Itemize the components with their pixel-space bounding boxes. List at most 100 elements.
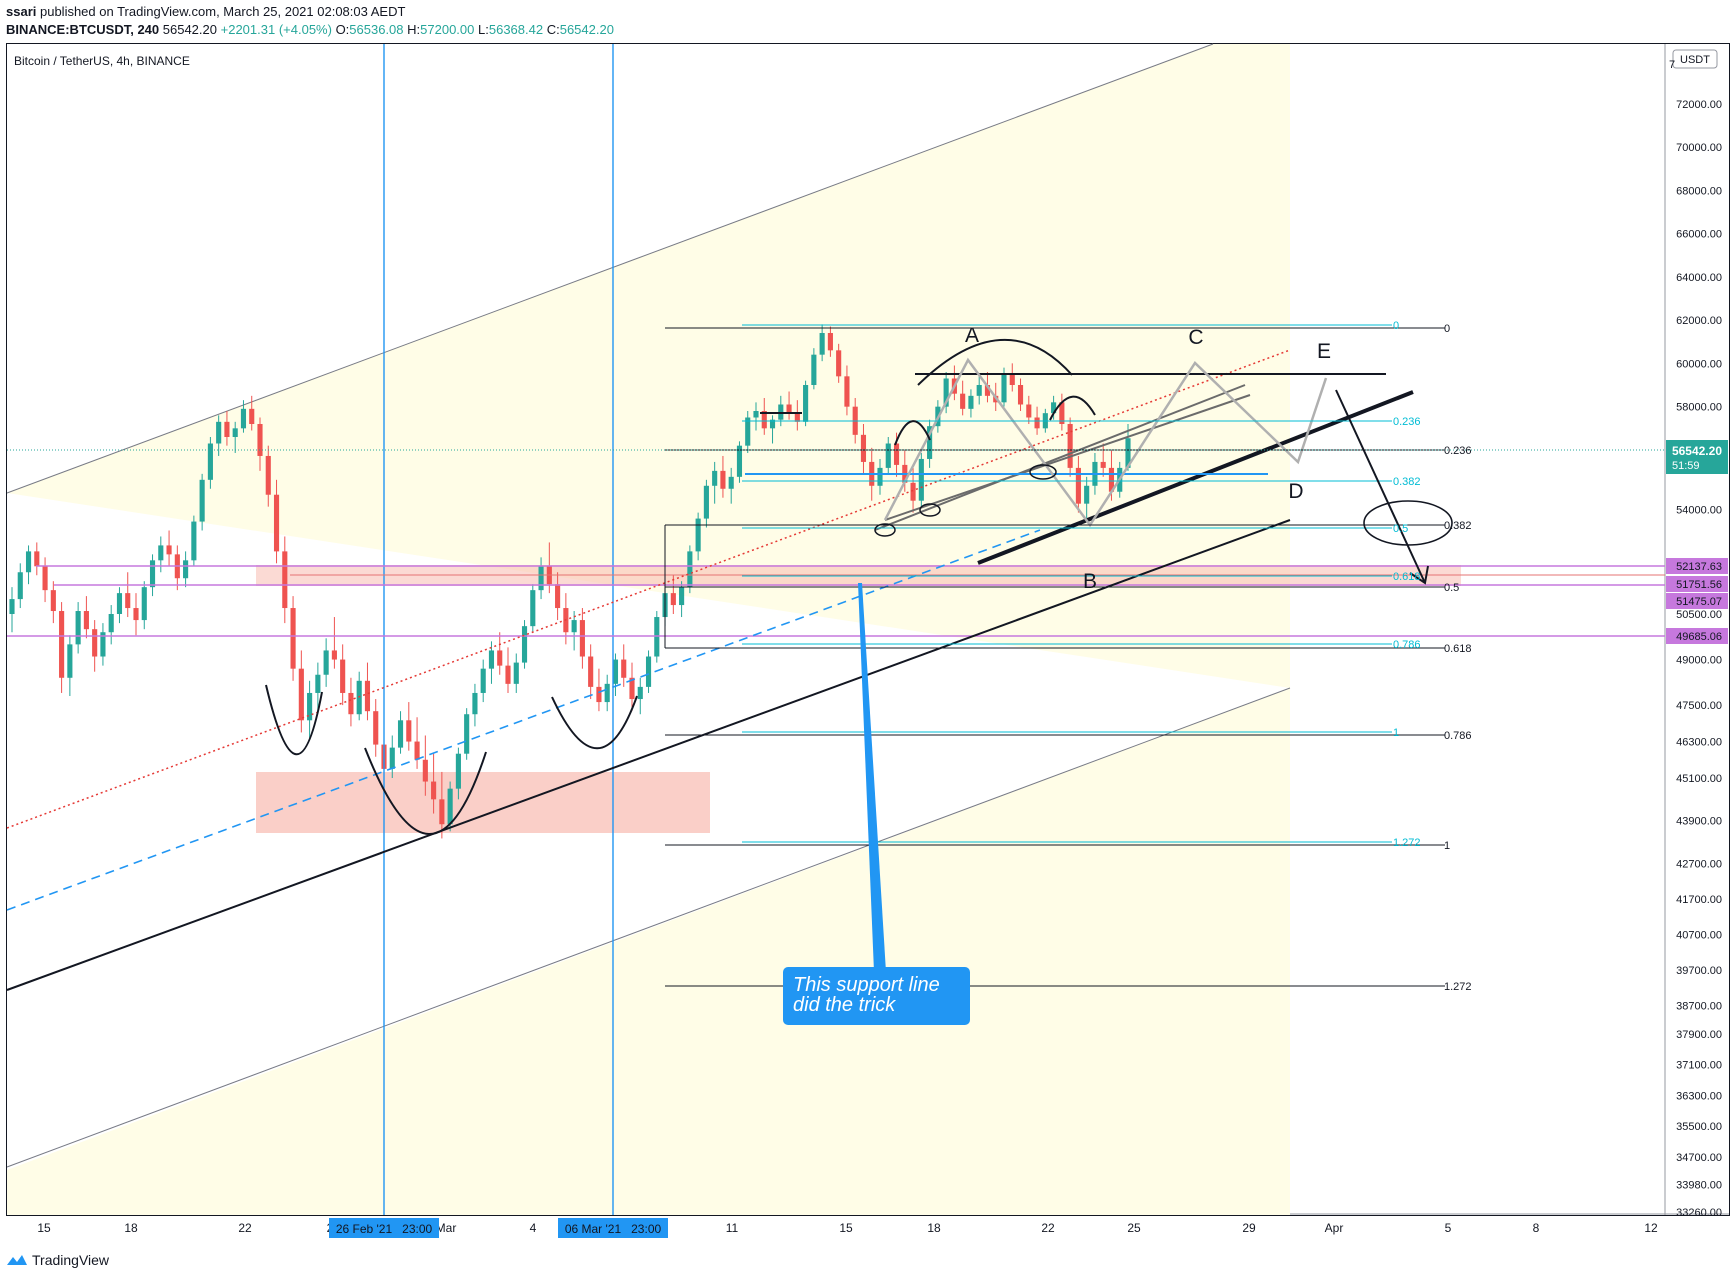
- wave-label-c: C: [1188, 326, 1203, 349]
- candle-body: [1125, 438, 1131, 468]
- curve-shoulder-1: [894, 420, 931, 446]
- time-axis[interactable]: 1518222Mar4111518222529Apr5812: [37, 1221, 1658, 1235]
- candle-body: [240, 408, 247, 429]
- price-label-2: 51751.56: [1676, 579, 1722, 591]
- price-label-box-3: [1666, 593, 1728, 609]
- y-tick-label: 50500.00: [1676, 609, 1722, 621]
- candle-body: [249, 408, 255, 424]
- y-tick-label: 36300.00: [1676, 1090, 1722, 1102]
- candle-body: [538, 566, 544, 591]
- candle-body: [893, 443, 900, 465]
- candle-body: [1059, 402, 1065, 424]
- high-value: 57200.00: [420, 22, 475, 37]
- candle-body: [1067, 424, 1073, 468]
- candle-body: [687, 551, 693, 588]
- candle-body: [960, 393, 966, 409]
- y-tick-label: 45100.00: [1676, 773, 1722, 785]
- candle-body: [984, 385, 991, 396]
- x-tick-label: 18: [124, 1221, 138, 1235]
- candle-body: [910, 482, 916, 501]
- candle-body: [860, 434, 867, 462]
- candle-body: [92, 629, 98, 657]
- candle-body: [645, 656, 652, 687]
- time-badge-1-text: 26 Feb '21 23:00: [336, 1222, 433, 1236]
- candle-body: [455, 753, 461, 789]
- price-axis[interactable]: 72000.00 70000.00 68000.00 66000.00 64000.00…: [1676, 99, 1722, 1219]
- price-label-box-1: [1666, 558, 1728, 574]
- candle-body: [315, 674, 321, 693]
- y-tick-label: 72000.00: [1676, 99, 1722, 111]
- y-tick-label: 37100.00: [1676, 1060, 1722, 1072]
- y-tick-label: 40700.00: [1676, 929, 1722, 941]
- circle-low-3: [1029, 464, 1057, 480]
- last-price-value: 56542.20: [1672, 444, 1722, 458]
- candle-body: [17, 572, 23, 600]
- candle-body: [389, 747, 395, 769]
- candle-body: [1034, 417, 1040, 429]
- fib-black-label-0236: 0.236: [1444, 445, 1472, 457]
- candle-body: [1009, 374, 1015, 385]
- y-tick-label: 54000.00: [1676, 505, 1722, 517]
- candle-body: [695, 518, 701, 552]
- y-tick-top-partial: 7: [1669, 59, 1675, 71]
- publish-info: ssari published on TradingView.com, Marc…: [6, 4, 405, 19]
- annotation-line-1: This support line: [793, 974, 940, 996]
- publish-text: published on TradingView.com, March 25, …: [36, 4, 406, 19]
- candle-body: [265, 455, 271, 495]
- annotation-callout[interactable]: This support line did the trick: [783, 967, 970, 1025]
- price-label-1: 52137.63: [1676, 561, 1722, 573]
- y-tick-label: 47500.00: [1676, 700, 1722, 712]
- last-price-badge: 56542.20 51:59: [1666, 440, 1728, 474]
- candle-body: [1108, 467, 1115, 492]
- open-label: O:: [335, 22, 350, 37]
- tradingview-footer[interactable]: TradingView: [6, 1252, 109, 1268]
- fib-labels: 0 0.236 0.382 0.5 0.618 0.786 1 1.272 0 …: [1393, 320, 1472, 993]
- y-tick-label: 39700.00: [1676, 965, 1722, 977]
- drawings-foreground: [6, 44, 1665, 1215]
- ohlc-line: BINANCE:BTCUSDT, 240 56542.20 +2201.31 (…: [6, 22, 614, 37]
- candle-body: [9, 599, 15, 614]
- projection-arrow-line: [1335, 389, 1426, 584]
- x-tick-label: Mar: [436, 1221, 457, 1235]
- low-label: L:: [478, 22, 489, 37]
- x-tick-label: 15: [839, 1221, 853, 1235]
- candle-body: [588, 656, 594, 687]
- close-label: C:: [546, 22, 560, 37]
- candle-body: [877, 467, 883, 486]
- candle-body: [488, 650, 495, 669]
- candle-body: [282, 551, 288, 609]
- x-tick-label: 4: [530, 1221, 537, 1235]
- annotation-pointer-wedge: [858, 583, 886, 972]
- currency-badge[interactable]: USDT: [1672, 49, 1718, 69]
- x-tick-label: 12: [1644, 1221, 1658, 1235]
- x-tick-label: 25: [1127, 1221, 1141, 1235]
- time-badge-2-text: 06 Mar '21 23:00: [565, 1222, 662, 1236]
- candle-body: [827, 333, 833, 351]
- candle-body: [505, 665, 511, 684]
- y-tick-label: 33260.00: [1676, 1207, 1722, 1219]
- fib-cyan-label-1272: 1.272: [1393, 837, 1421, 849]
- chart-title: Bitcoin / TetherUS, 4h, BINANCE: [14, 54, 190, 68]
- candle-body: [794, 413, 800, 422]
- candle-body: [406, 720, 412, 742]
- candle-body: [885, 443, 891, 468]
- x-tick-label: 5: [1445, 1221, 1452, 1235]
- y-tick-label: 41700.00: [1676, 894, 1722, 906]
- price-label-3: 51475.07: [1676, 596, 1722, 608]
- currency-badge-box: [1672, 49, 1718, 69]
- candle-body: [290, 608, 296, 669]
- triangle-zigzag: [883, 357, 1328, 528]
- dotted-red-trendline: [6, 349, 1291, 829]
- channel-upper-line: [6, 43, 1214, 494]
- wave-label-e: E: [1317, 340, 1331, 363]
- candle-body: [439, 799, 445, 825]
- last-value: 56542.20: [162, 22, 217, 37]
- candle-body: [1026, 404, 1032, 418]
- x-tick-label: 8: [1533, 1221, 1540, 1235]
- last-price-box: [1666, 440, 1728, 474]
- candle-body: [480, 668, 486, 693]
- candle-body: [819, 333, 825, 355]
- candle-body: [1051, 402, 1057, 414]
- candle-body: [679, 587, 685, 606]
